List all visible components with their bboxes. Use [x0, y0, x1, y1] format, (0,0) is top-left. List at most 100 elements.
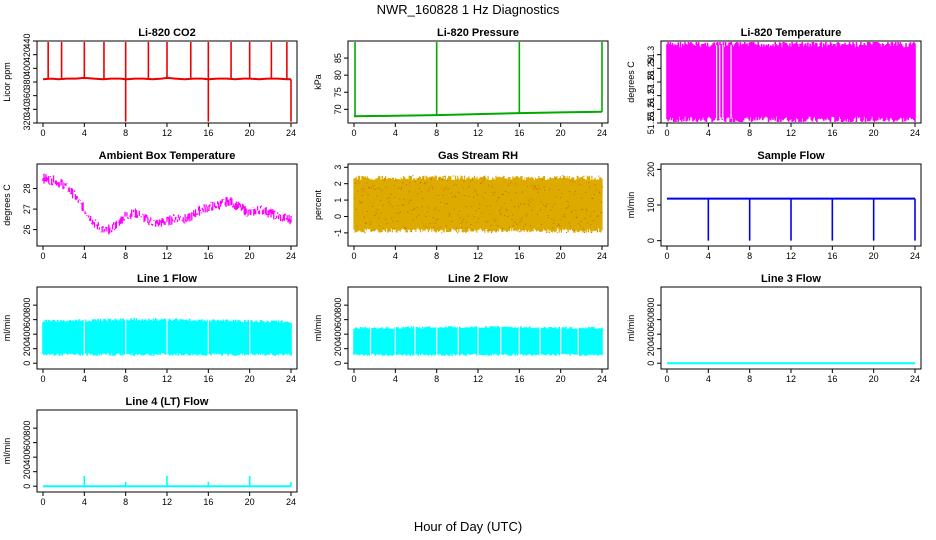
x-tick-label: 20	[245, 251, 255, 261]
y-tick-label: 0	[22, 361, 32, 366]
x-tick-label: 8	[123, 251, 128, 261]
y-tick-label: 80	[333, 70, 343, 80]
panel-title: Sample Flow	[757, 150, 825, 162]
y-tick-label: 51.26	[646, 98, 656, 121]
x-tick-label: 8	[434, 374, 439, 384]
y-tick-label: 200	[646, 162, 656, 177]
x-tick-label: 16	[203, 374, 213, 384]
y-tick-label: 0	[333, 361, 343, 366]
y-tick-label: 600	[22, 312, 32, 327]
panel-sample-flow: Sample Flow 0 4 8 12 16 20 24 0 100 200 ml/min	[626, 150, 922, 261]
y-tick-label: 100	[646, 197, 656, 212]
y-tick-label: 3	[333, 165, 343, 170]
x-tick-label: 12	[786, 374, 796, 384]
panel-title: Line 3 Flow	[761, 273, 821, 285]
x-tick-label: 4	[82, 128, 87, 138]
x-tick-label: 0	[351, 251, 356, 261]
y-tick-label: 0	[22, 484, 32, 489]
x-tick-label: 16	[203, 128, 213, 138]
x-tick-label: 0	[664, 374, 669, 384]
x-tick-label: 4	[706, 251, 711, 261]
y-tick-label: 0	[646, 238, 656, 243]
series-band	[353, 175, 603, 233]
x-tick-label: 24	[910, 128, 920, 138]
y-tick-label: 400	[646, 327, 656, 342]
x-tick-label: 12	[162, 251, 172, 261]
y-axis-label: degrees C	[626, 61, 636, 103]
y-axis-label: ml/min	[2, 315, 12, 342]
x-tick-label: 20	[245, 374, 255, 384]
x-tick-label: 16	[514, 128, 524, 138]
x-tick-label: 0	[664, 128, 669, 138]
x-tick-label: 4	[82, 374, 87, 384]
y-tick-label: 400	[333, 327, 343, 342]
x-tick-label: 12	[473, 374, 483, 384]
panel-line-4-lt-flow: Line 4 (LT) Flow 0 4 8 12 16 20 24 0 200400600800…	[2, 396, 298, 507]
x-tick-label: 12	[786, 128, 796, 138]
y-tick-label: 51.29	[646, 57, 656, 80]
panel-title: Line 2 Flow	[448, 273, 508, 285]
y-tick-label: 600	[333, 312, 343, 327]
x-tick-label: 12	[786, 251, 796, 261]
x-tick-label: 24	[597, 251, 607, 261]
series-ambient-box-temperature	[42, 173, 292, 235]
panel-title: Li-820 CO2	[138, 27, 195, 39]
x-tick-label: 20	[556, 251, 566, 261]
y-tick-label: 400	[22, 61, 32, 76]
x-tick-label: 4	[82, 251, 87, 261]
figure-title: NWR_160828 1 Hz Diagnostics	[377, 2, 560, 17]
y-tick-label: 2	[333, 181, 343, 186]
panel-ambient-box-temperature: Ambient Box Temperature 0 4 8 12 16 20 24 26 27 28…	[2, 150, 298, 261]
series-stipple	[354, 175, 603, 234]
y-tick-label: 70	[333, 104, 343, 114]
x-tick-label: 24	[597, 128, 607, 138]
series-li-820-pressure	[353, 42, 603, 118]
x-tick-label: 8	[123, 128, 128, 138]
y-tick-label: 800	[22, 421, 32, 436]
y-tick-label: 75	[333, 87, 343, 97]
x-tick-label: 20	[869, 251, 879, 261]
y-tick-label: 800	[646, 298, 656, 313]
y-tick-label: 85	[333, 53, 343, 63]
y-tick-label: -1	[333, 229, 343, 237]
y-axis-label: ml/min	[2, 438, 12, 465]
y-tick-label: 440	[22, 33, 32, 48]
y-axis-label: ml/min	[626, 315, 636, 342]
x-tick-label: 8	[747, 251, 752, 261]
x-tick-label: 20	[869, 374, 879, 384]
x-tick-label: 16	[203, 497, 213, 507]
y-tick-label: 200	[22, 341, 32, 356]
plot-frame	[347, 40, 609, 124]
x-tick-label: 16	[827, 128, 837, 138]
y-tick-label: 200	[646, 341, 656, 356]
panel-li-820-pressure: Li-820 Pressure 0 4 8 12 16 20 24 70 75 80 85 kPa	[313, 27, 609, 138]
series-gas-stream-rh	[353, 175, 603, 234]
x-tick-label: 24	[286, 128, 296, 138]
y-tick-label: 380	[22, 74, 32, 89]
x-tick-label: 4	[82, 497, 87, 507]
y-tick-label: 28	[22, 184, 32, 194]
panel-title: Li-820 Pressure	[437, 27, 519, 39]
y-axis-label: ml/min	[626, 192, 636, 219]
y-tick-label: 26	[22, 225, 32, 235]
y-axis-label: ml/min	[313, 315, 323, 342]
y-tick-label: 600	[22, 435, 32, 450]
x-tick-label: 8	[434, 128, 439, 138]
series-line	[353, 110, 603, 118]
panel-title: Line 4 (LT) Flow	[126, 396, 209, 408]
y-tick-label: 0	[646, 361, 656, 366]
x-tick-label: 12	[162, 128, 172, 138]
y-tick-label: 200	[333, 341, 343, 356]
x-tick-label: 20	[556, 374, 566, 384]
y-tick-label: 420	[22, 47, 32, 62]
y-tick-label: 400	[22, 327, 32, 342]
x-tick-label: 16	[514, 251, 524, 261]
y-tick-label: 800	[333, 298, 343, 313]
y-tick-label: 600	[646, 312, 656, 327]
x-tick-label: 8	[123, 374, 128, 384]
panel-li-820-co2: Li-820 CO2 0 4 8 12 16 20 24 3203403603804004204…	[2, 27, 298, 138]
x-tick-label: 8	[434, 251, 439, 261]
panel-title: Gas Stream RH	[438, 150, 518, 162]
